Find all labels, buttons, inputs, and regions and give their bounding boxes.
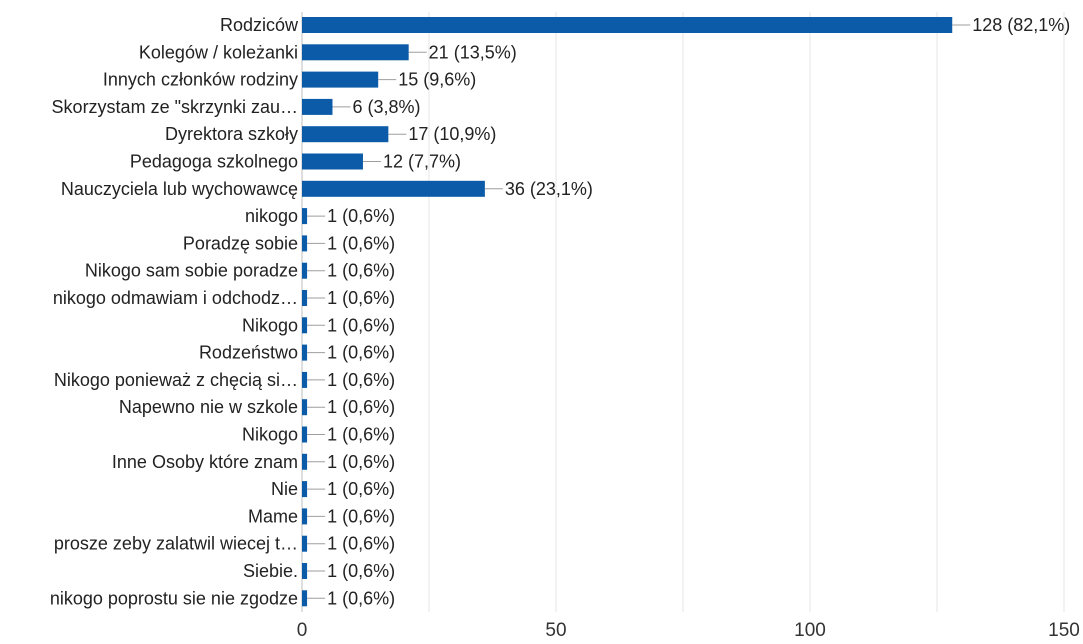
tick-layer: 0 50 100 150 [297,620,1080,641]
bar [302,317,308,334]
data-label: 1 (0,6%) [327,534,395,554]
bar [302,508,308,525]
category-label: nikogo poprostu sie nie zgodze [50,588,298,608]
bar [302,290,308,306]
bar [302,453,308,470]
bar [302,590,308,607]
bar [302,371,308,388]
category-label: Innych członków rodziny [103,70,298,90]
data-label: 1 (0,6%) [327,479,395,499]
x-tick-label: 150 [1048,620,1080,641]
bar [302,535,308,552]
category-label: prosze zeby zalatwil wiecej t… [54,534,298,554]
data-label: 17 (10,9%) [408,124,496,144]
x-tick-label: 50 [545,620,566,641]
bar [302,235,308,252]
bar [302,208,308,225]
bar [302,563,308,579]
bar [302,153,363,170]
data-label: 1 (0,6%) [327,343,395,363]
data-label: 1 (0,6%) [327,370,395,390]
bar [302,426,308,443]
data-label: 15 (9,6%) [398,70,476,90]
x-tick-label: 0 [297,620,308,641]
data-label: 1 (0,6%) [327,425,395,445]
data-label: 6 (3,8%) [352,97,420,117]
grid-layer [301,12,1065,612]
category-label: Dyrektora szkoły [165,124,298,144]
bar-layer [302,17,971,607]
category-label: nikogo odmawiam i odchodz… [53,288,298,308]
category-label: Nikogo sam sobie poradze [85,261,298,281]
bar [302,481,308,498]
category-label: Siebie. [243,561,298,581]
bar [302,344,308,361]
bar [302,126,389,143]
category-label: Nikogo ponieważ z chęcią si… [54,370,298,390]
bar [302,44,409,61]
category-label: Poradzę sobie [183,233,298,253]
category-label: Kolegów / koleżanki [139,42,298,62]
label-layer: Rodziców 128 (82,1%) Kolegów / koleżanki 21… [50,15,1070,608]
data-label: 1 (0,6%) [327,561,395,581]
category-label: Rodzeństwo [199,343,298,363]
category-label: Inne Osoby które znam [112,452,298,472]
data-label: 1 (0,6%) [327,397,395,417]
data-label: 1 (0,6%) [327,506,395,526]
category-label: Nikogo [242,425,298,445]
data-label: 1 (0,6%) [327,452,395,472]
category-label: Pedagoga szkolnego [130,152,298,172]
bar [302,71,379,88]
bar [302,98,333,115]
data-label: 128 (82,1%) [972,15,1070,35]
data-label: 12 (7,7%) [383,152,461,172]
category-label: Nikogo [242,315,298,335]
data-label: 21 (13,5%) [429,42,517,62]
data-label: 1 (0,6%) [327,315,395,335]
bar [302,399,308,416]
category-label: Nie [271,479,298,499]
category-label: Mame [248,506,298,526]
category-label: Rodziców [220,15,299,35]
data-label: 1 (0,6%) [327,206,395,226]
data-label: 1 (0,6%) [327,233,395,253]
category-label: nikogo [245,206,298,226]
data-label: 36 (23,1%) [505,179,593,199]
data-label: 1 (0,6%) [327,588,395,608]
category-label: Napewno nie w szkole [119,397,298,417]
category-label: Nauczyciela lub wychowawcę [61,179,298,199]
category-label: Skorzystam ze "skrzynki zau… [52,97,298,117]
x-tick-label: 100 [794,620,826,641]
bar [302,180,485,197]
data-label: 1 (0,6%) [327,288,395,308]
bar [302,17,953,33]
data-label: 1 (0,6%) [327,261,395,281]
bar [302,262,308,279]
